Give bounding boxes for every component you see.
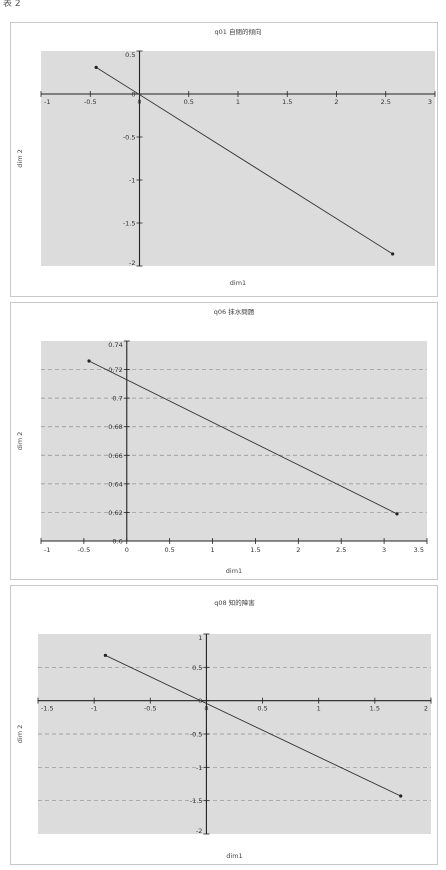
chart3-x-tick-label-3: 0 bbox=[204, 705, 208, 713]
chart2-x-tick-label-3: 0.5 bbox=[164, 546, 174, 554]
chart1-y-axis-title: dim 2 bbox=[16, 149, 24, 167]
chart2-y-tick-label-7: 0.6 bbox=[112, 538, 122, 546]
chart2-y-axis-title: dim 2 bbox=[16, 432, 24, 450]
chart3-series-line-0 bbox=[105, 654, 401, 797]
chart1-x-tick-label-4: 1 bbox=[236, 98, 240, 106]
chart-panel-q01: -1 -0.5 0 0.5 1 1.5 2 2.5 3 0.5 0 -0.5 -1 -1.5 -2 q01 自… bbox=[10, 22, 438, 297]
chart3-x-tick-label-5: 1 bbox=[317, 705, 321, 713]
chart1-x-tick-label-1: -0.5 bbox=[84, 98, 97, 106]
chart2-x-tick-label-1: -0.5 bbox=[78, 546, 91, 554]
chart1-x-tick-label-6: 2 bbox=[334, 98, 338, 106]
chart2-y-tick-label-6: 0.62 bbox=[108, 509, 122, 517]
chart2-x-tick-label-7: 2.5 bbox=[336, 546, 346, 554]
chart3-series-point-1 bbox=[399, 794, 403, 798]
chart-q01: -1 -0.5 0 0.5 1 1.5 2 2.5 3 0.5 0 -0.5 -1 -1.5 -2 q01 自… bbox=[16, 27, 436, 287]
chart1-y-tick-label-0: 0.5 bbox=[125, 51, 135, 59]
chart-q06: -1 -0.5 0 0.5 1 1.5 2 2.5 3 3.5 0.74 0.72 0.7 0.68 0.6… bbox=[16, 307, 428, 575]
chart3-y-tick-label-6: -2 bbox=[196, 827, 202, 835]
chart3-x-tick-label-0: -1.5 bbox=[41, 705, 54, 713]
chart2-plot-area bbox=[41, 341, 427, 541]
chart1-x-tick-label-8: 3 bbox=[428, 98, 432, 106]
chart1-y-tick-label-3: -1 bbox=[129, 177, 135, 185]
chart1-y-tick-label-2: -0.5 bbox=[123, 134, 136, 142]
chart2-x-tick-label-4: 1 bbox=[210, 546, 214, 554]
chart-panel-q06: -1 -0.5 0 0.5 1 1.5 2 2.5 3 3.5 0.74 0.72 0.7 0.68 0.6… bbox=[10, 302, 438, 580]
chart1-x-tick-label-2: 0 bbox=[137, 98, 141, 106]
chart1-x-tick-label-3: 0.5 bbox=[184, 98, 194, 106]
chart3-y-axis-title: dim 2 bbox=[16, 725, 24, 743]
chart3-x-tick-label-1: -1 bbox=[91, 705, 97, 713]
chart2-x-tick-label-6: 2 bbox=[296, 546, 300, 554]
chart1-x-axis-title: dim1 bbox=[230, 279, 246, 287]
chart1-title: q01 自閉的傾向 bbox=[215, 27, 262, 36]
chart3-x-tick-label-6: 1.5 bbox=[370, 705, 380, 713]
chart2-x-tick-label-2: 0 bbox=[125, 546, 129, 554]
chart3-x-tick-label-7: 2 bbox=[424, 705, 428, 713]
chart2-y-tick-label-3: 0.68 bbox=[108, 423, 122, 431]
chart2-y-tick-label-4: 0.66 bbox=[108, 452, 122, 460]
chart3-x-axis-title: dim1 bbox=[226, 852, 242, 860]
chart1-series-point-1 bbox=[391, 252, 395, 256]
chart-q08: -1.5 -1 -0.5 0 0.5 1 1.5 2 1 0.5 0 -0.5 -1 -1.5 -2 q08 … bbox=[16, 598, 432, 860]
chart1-series-line-0 bbox=[95, 66, 393, 255]
chart3-title: q08 知的障害 bbox=[214, 598, 255, 607]
chart3-y-tick-label-3: -0.5 bbox=[190, 731, 203, 739]
chart3-y-tick-label-1: 0.5 bbox=[192, 664, 202, 672]
chart2-y-tick-label-5: 0.64 bbox=[108, 480, 122, 488]
chart1-x-tick-label-0: -1 bbox=[44, 98, 50, 106]
chart2-x-tick-label-8: 3 bbox=[382, 546, 386, 554]
chart2-x-tick-label-0: -1 bbox=[44, 546, 50, 554]
chart2-x-axis-title: dim1 bbox=[226, 567, 242, 575]
chart1-series-point-0 bbox=[94, 65, 98, 69]
chart2-title: q06 抹水問題 bbox=[214, 307, 255, 316]
chart1-plot-area bbox=[41, 51, 435, 266]
page-label: 表 2 bbox=[3, 0, 21, 9]
chart3-y-tick-label-5: -1.5 bbox=[190, 797, 203, 805]
chart3-y-tick-label-0: 1 bbox=[198, 634, 202, 642]
chart3-x-tick-label-2: -0.5 bbox=[144, 705, 157, 713]
chart3-x-tick-label-4: 0.5 bbox=[257, 705, 267, 713]
chart1-x-tick-label-5: 1.5 bbox=[282, 98, 292, 106]
chart3-y-tick-label-2: 0 bbox=[198, 697, 202, 705]
chart1-y-tick-label-4: -1.5 bbox=[123, 220, 136, 228]
chart1-y-tick-label-1: 0 bbox=[131, 91, 135, 99]
chart3-series-point-0 bbox=[103, 653, 107, 657]
chart2-series-line-0 bbox=[88, 360, 398, 515]
chart1-y-tick-label-5: -2 bbox=[129, 259, 135, 267]
chart2-x-tick-label-5: 1.5 bbox=[250, 546, 260, 554]
chart2-y-tick-label-0: 0.74 bbox=[108, 341, 122, 349]
chart2-x-tick-label-9: 3.5 bbox=[414, 546, 424, 554]
chart2-y-tick-label-1: 0.72 bbox=[108, 366, 122, 374]
chart3-y-tick-label-4: -1 bbox=[196, 764, 202, 772]
chart2-y-tick-label-2: 0.7 bbox=[112, 395, 122, 403]
chart-panel-q08: -1.5 -1 -0.5 0 0.5 1 1.5 2 1 0.5 0 -0.5 -1 -1.5 -2 q08 … bbox=[10, 585, 438, 865]
chart2-series-point-1 bbox=[395, 512, 399, 516]
chart1-x-tick-label-7: 2.5 bbox=[381, 98, 391, 106]
chart2-series-point-0 bbox=[87, 359, 91, 363]
